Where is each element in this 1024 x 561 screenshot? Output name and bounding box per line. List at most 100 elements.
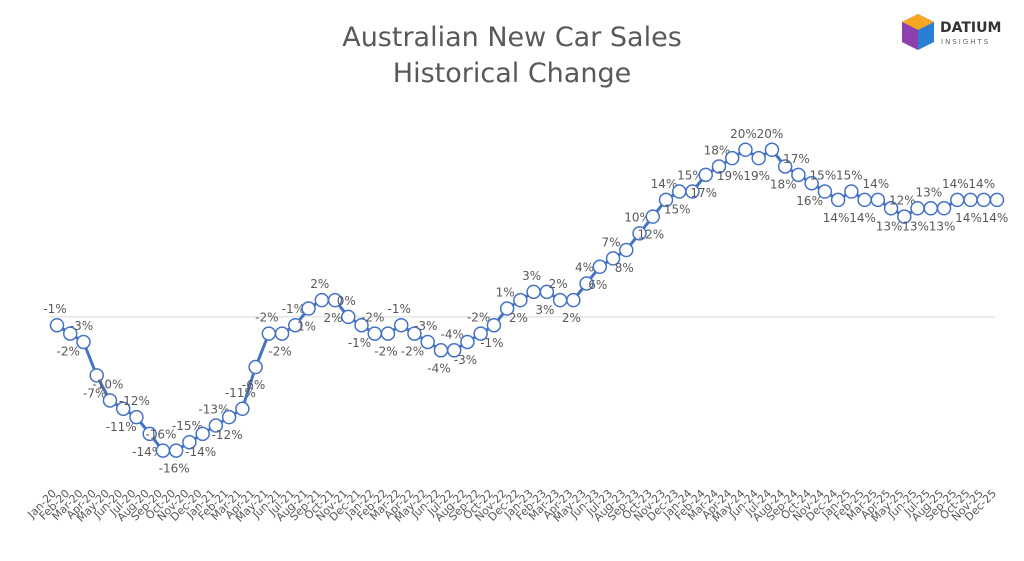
data-label: 13% (915, 185, 942, 199)
point-marker (897, 209, 912, 224)
data-label: -2% (467, 311, 490, 325)
data-label: -4% (427, 361, 450, 375)
data-label: 17% (783, 152, 810, 166)
point-marker (632, 226, 647, 241)
data-label: 19% (743, 169, 770, 183)
data-label: -16% (159, 462, 190, 476)
point-marker (354, 317, 369, 333)
data-label: -1% (282, 302, 305, 316)
data-label: -3% (414, 319, 437, 333)
point-marker (685, 184, 700, 199)
point-marker (407, 326, 422, 341)
data-label: -2% (255, 311, 278, 325)
data-label: 3% (535, 303, 554, 317)
chart-subtitle: Historical Change (393, 58, 631, 89)
logo-name: DATIUM (940, 20, 1001, 36)
point-marker (367, 326, 382, 341)
point-marker (605, 251, 621, 266)
data-label: -10% (92, 377, 123, 391)
point-marker (221, 409, 237, 425)
point-marker (579, 276, 594, 291)
data-label: 14% (651, 177, 678, 191)
point-marker (486, 317, 502, 333)
data-label: 13% (929, 219, 956, 233)
point-marker (393, 317, 409, 333)
point-marker (566, 292, 581, 308)
point-marker (989, 192, 1005, 208)
data-label: 20% (757, 127, 784, 141)
point-marker (142, 426, 157, 442)
point-marker (261, 326, 277, 341)
data-label: -13% (198, 403, 229, 417)
point-marker (963, 192, 978, 208)
point-marker (791, 167, 806, 183)
data-label: 15% (810, 169, 837, 183)
point-marker (923, 201, 939, 216)
data-label: 2% (509, 311, 528, 325)
point-marker (76, 334, 91, 350)
point-marker (433, 343, 449, 358)
data-label: -1% (348, 336, 371, 350)
logo-icon-left (902, 22, 918, 50)
data-label: 2% (562, 311, 581, 325)
data-label: -2% (57, 345, 80, 359)
point-marker (552, 292, 568, 308)
point-marker (804, 175, 819, 191)
point-marker (89, 368, 104, 383)
point-marker (645, 209, 661, 224)
data-label: 12% (889, 194, 916, 208)
data-label: -14% (185, 445, 216, 459)
point-marker (288, 317, 303, 333)
data-label: -16% (145, 428, 176, 442)
data-label: 6% (588, 278, 607, 292)
point-marker (513, 292, 528, 308)
data-label: 13% (902, 219, 929, 233)
data-label: 12% (637, 228, 664, 242)
point-marker (460, 334, 475, 350)
data-label: 10% (624, 210, 651, 224)
chart-title: Australian New Car Sales (342, 22, 682, 53)
data-label: 18% (770, 177, 797, 191)
point-marker (870, 192, 886, 208)
data-label: 2% (324, 311, 343, 325)
point-marker (910, 201, 925, 216)
point-marker (526, 284, 541, 300)
point-marker (115, 401, 131, 417)
data-label: 15% (677, 169, 704, 183)
data-label: -3% (454, 353, 477, 367)
data-label: -2% (361, 311, 384, 325)
data-label: 20% (730, 127, 757, 141)
point-marker (658, 192, 674, 208)
data-label: -1% (480, 336, 503, 350)
data-label: 19% (717, 169, 744, 183)
point-marker (936, 201, 952, 216)
point-marker (592, 259, 608, 275)
point-marker (327, 292, 343, 308)
data-label: -3% (70, 319, 93, 333)
point-marker (129, 409, 144, 425)
data-label: 8% (615, 261, 634, 275)
point-marker (738, 142, 753, 158)
data-label: 14% (863, 177, 890, 191)
logo: DATIUM INSIGHTS (902, 14, 1001, 50)
point-marker (724, 150, 740, 166)
data-label: 17% (690, 186, 717, 200)
data-label: 16% (796, 194, 823, 208)
data-label: 18% (704, 143, 731, 157)
data-label: 15% (836, 169, 863, 183)
data-label: 2% (549, 277, 568, 291)
point-marker (235, 401, 250, 417)
data-label: 14% (968, 177, 995, 191)
point-marker (857, 192, 872, 208)
data-label: 15% (664, 203, 691, 217)
data-label: -1% (388, 302, 411, 316)
point-marker (274, 326, 290, 341)
point-marker (698, 167, 713, 183)
data-label: 0% (337, 294, 356, 308)
data-label: -1% (43, 302, 66, 316)
point-marker (473, 326, 488, 341)
point-marker (168, 443, 184, 458)
point-marker (777, 159, 793, 174)
point-marker (341, 309, 356, 325)
